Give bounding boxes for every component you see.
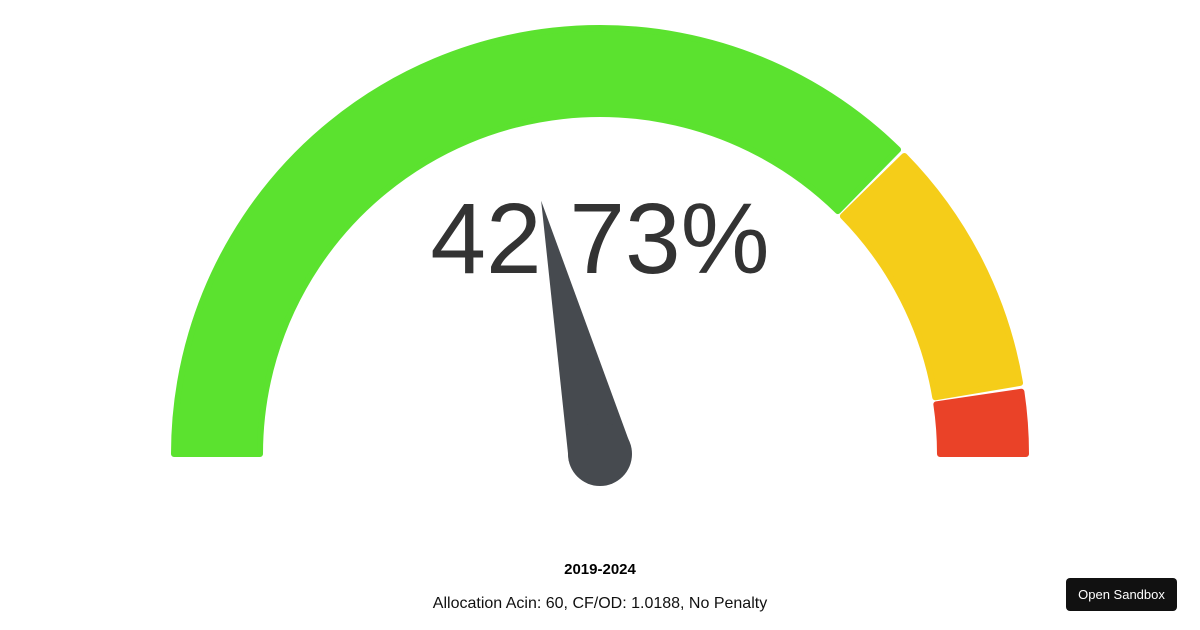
open-sandbox-button[interactable]: Open Sandbox [1066,578,1177,611]
gauge-segment-3 [933,388,1029,457]
gauge-arc-group [171,25,1029,457]
caption-subtitle: Allocation Acin: 60, CF/OD: 1.0188, No P… [432,595,768,612]
gauge-value-label: 42.73% [430,183,769,295]
gauge-needle-group [541,200,632,486]
caption-title: 2019-2024 [564,561,636,578]
gauge-svg: 42.73% [171,25,1029,486]
gauge-needle-hub [568,422,632,486]
gauge-segment-2 [839,152,1024,401]
gauge-segment-1 [171,25,902,457]
gauge-needle [541,200,632,462]
